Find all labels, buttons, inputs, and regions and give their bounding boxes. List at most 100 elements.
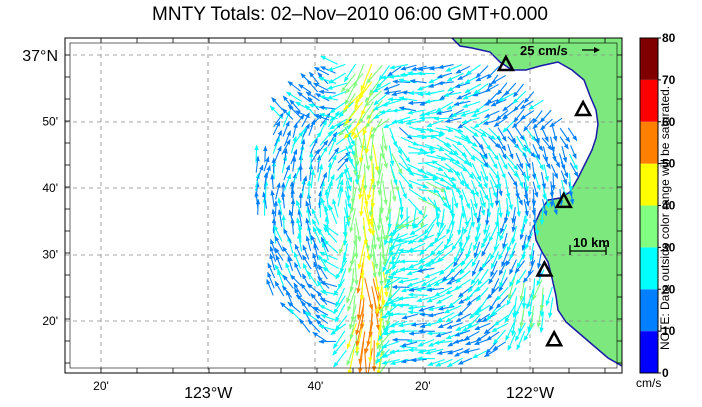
- current-vector-head: [453, 339, 460, 344]
- current-vector-head: [416, 297, 423, 303]
- current-vector-head: [345, 221, 350, 227]
- current-vector-head: [471, 142, 478, 147]
- current-vector-head: [427, 242, 434, 248]
- current-vector-head: [391, 255, 397, 262]
- current-vector-head: [549, 122, 556, 128]
- current-vector: [369, 306, 373, 337]
- current-vector-head: [364, 200, 369, 207]
- current-vector-head: [407, 347, 414, 353]
- current-vector-head: [302, 175, 308, 182]
- current-vector-head: [426, 122, 433, 127]
- current-vector-head: [343, 76, 349, 83]
- current-vector-head: [573, 171, 579, 178]
- current-vector-head: [416, 356, 423, 361]
- current-vector-head: [381, 325, 386, 332]
- current-vector-head: [484, 175, 489, 182]
- current-vector-head: [457, 311, 464, 317]
- current-vector-head: [499, 235, 504, 242]
- current-vector-head: [333, 290, 339, 296]
- current-vector-head: [357, 174, 362, 181]
- current-vector-head: [397, 296, 404, 301]
- current-vector-head: [499, 282, 504, 289]
- current-vector-head: [563, 143, 569, 150]
- current-vector-head: [380, 351, 385, 357]
- current-vector-head: [318, 89, 325, 95]
- current-vector-head: [392, 264, 397, 271]
- current-vector-head: [536, 184, 541, 191]
- current-vector-head: [339, 179, 344, 186]
- current-vector-head: [493, 163, 498, 170]
- current-vector-head: [506, 300, 511, 306]
- current-vector-head: [523, 335, 529, 342]
- current-vector-head: [388, 260, 395, 265]
- current-vector-head: [475, 76, 482, 82]
- current-vector: [358, 242, 366, 269]
- current-vector-head: [549, 192, 554, 198]
- current-vector-head: [355, 340, 360, 347]
- current-vector-head: [527, 326, 532, 333]
- current-vector-head: [297, 91, 303, 97]
- colorbar: 0 10 20 30 40 50 60 70 80: [639, 31, 676, 380]
- current-vector-head: [318, 254, 323, 261]
- current-vector-head: [418, 307, 424, 312]
- current-vector-head: [389, 360, 396, 366]
- current-vector-head: [274, 235, 280, 242]
- current-vector-head: [485, 220, 490, 226]
- current-vector-head: [322, 266, 328, 272]
- current-vector-head: [322, 171, 327, 178]
- current-vector-head: [277, 269, 282, 276]
- current-vector-head: [541, 183, 547, 190]
- current-vector: [364, 348, 367, 373]
- current-vector-head: [379, 308, 384, 314]
- current-vector-head: [323, 226, 329, 233]
- current-vector-head: [387, 238, 394, 243]
- current-vector-head: [494, 142, 501, 149]
- current-vector-head: [538, 145, 544, 152]
- current-vector-head: [486, 315, 492, 321]
- current-vector-head: [316, 280, 322, 287]
- current-vector-head: [366, 376, 370, 382]
- current-vector-head: [338, 283, 343, 290]
- current-vector-head: [553, 173, 558, 179]
- current-vector-head: [416, 86, 423, 91]
- current-vector-head: [292, 135, 297, 142]
- colorbar-swatch: [640, 205, 658, 248]
- current-vector-head: [428, 78, 434, 84]
- current-vector-head: [531, 200, 537, 207]
- current-vector-head: [502, 106, 508, 112]
- current-vector-head: [358, 193, 363, 200]
- current-vector-head: [300, 283, 306, 289]
- current-vector-head: [433, 340, 440, 345]
- current-vector-head: [434, 237, 439, 244]
- current-vector-head: [383, 301, 390, 307]
- current-vector-head: [355, 346, 360, 353]
- current-vector-head: [483, 183, 488, 189]
- scale-bar: 10 km: [569, 235, 610, 255]
- current-vector-head: [298, 131, 304, 137]
- current-vector-head: [501, 173, 506, 180]
- lat-label: 40': [42, 181, 58, 195]
- current-vector-head: [483, 329, 490, 335]
- current-vector-head: [523, 219, 529, 225]
- current-vector-head: [402, 193, 407, 200]
- current-vector-head: [300, 138, 306, 145]
- current-vector-head: [318, 105, 325, 110]
- current-vector-head: [475, 336, 482, 342]
- current-vector-head: [321, 259, 328, 264]
- current-vector-head: [504, 317, 510, 324]
- colorbar-tick-label: 80: [662, 31, 676, 45]
- current-vector-head: [508, 204, 513, 211]
- lat-label: 37°N: [22, 48, 58, 65]
- current-vector-head: [350, 316, 356, 323]
- current-vector-head: [318, 163, 323, 170]
- current-vector-head: [410, 322, 417, 327]
- current-vector-head: [424, 350, 431, 355]
- current-vector-head: [435, 332, 442, 338]
- current-vector-head: [516, 344, 521, 351]
- current-vector-head: [522, 146, 527, 153]
- current-vector-head: [476, 217, 481, 224]
- current-vector-head: [553, 209, 558, 216]
- current-vector-head: [435, 222, 440, 228]
- current-vector-head: [433, 281, 440, 286]
- current-vector-head: [460, 260, 466, 267]
